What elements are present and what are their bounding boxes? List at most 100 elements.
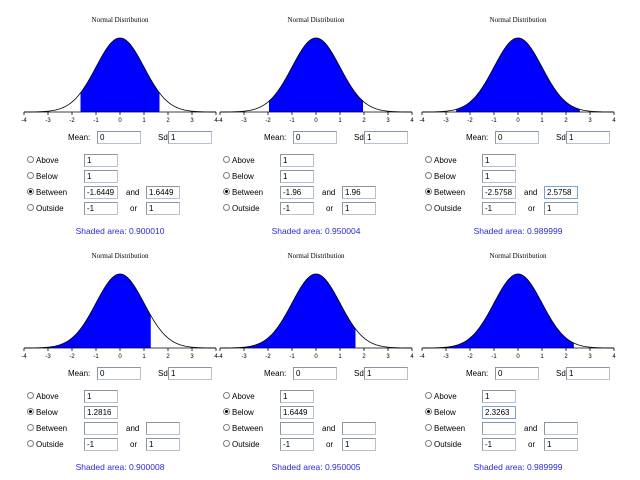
above-radio[interactable] [425, 156, 432, 163]
x-tick-label: -2 [69, 118, 75, 124]
mean-input[interactable]: 0 [495, 131, 539, 144]
between-high-input[interactable]: 1.96 [342, 186, 376, 199]
between-label[interactable]: Between [232, 188, 264, 197]
below-input[interactable]: 2.3263 [482, 406, 516, 419]
below-label[interactable]: Below [434, 408, 456, 417]
sd-input[interactable]: 1 [566, 367, 610, 380]
between-radio[interactable] [223, 424, 230, 431]
below-radio[interactable] [425, 172, 432, 179]
outside-label[interactable]: Outside [36, 440, 64, 449]
outside-label[interactable]: Outside [232, 440, 260, 449]
mean-input[interactable]: 0 [293, 367, 337, 380]
outside-radio[interactable] [223, 204, 230, 211]
below-label[interactable]: Below [232, 172, 254, 181]
between-low-input[interactable]: -2.5758 [482, 186, 516, 199]
between-label[interactable]: Between [434, 424, 466, 433]
outside-low-input[interactable]: -1 [84, 202, 118, 215]
outside-radio[interactable] [27, 204, 34, 211]
outside-high-input[interactable]: 1 [342, 202, 376, 215]
above-input[interactable]: 1 [84, 154, 118, 167]
outside-label[interactable]: Outside [36, 204, 64, 213]
between-radio[interactable] [425, 424, 432, 431]
between-low-input[interactable] [84, 422, 118, 435]
mean-input[interactable]: 0 [495, 367, 539, 380]
outside-radio[interactable] [425, 204, 432, 211]
between-label[interactable]: Between [36, 188, 68, 197]
mean-label: Mean: [264, 369, 287, 378]
sd-input[interactable]: 1 [168, 131, 212, 144]
below-radio[interactable] [27, 172, 34, 179]
between-low-input[interactable] [280, 422, 314, 435]
above-radio[interactable] [223, 156, 230, 163]
between-label[interactable]: Between [434, 188, 466, 197]
between-high-input[interactable] [146, 422, 180, 435]
below-input[interactable]: 1 [482, 170, 516, 183]
outside-high-input[interactable]: 1 [342, 438, 376, 451]
outside-label[interactable]: Outside [434, 204, 462, 213]
above-radio[interactable] [223, 392, 230, 399]
above-label[interactable]: Above [434, 392, 457, 401]
above-label[interactable]: Above [36, 156, 59, 165]
sd-input[interactable]: 1 [168, 367, 212, 380]
outside-radio[interactable] [27, 440, 34, 447]
outside-radio[interactable] [223, 440, 230, 447]
sd-input[interactable]: 1 [364, 131, 408, 144]
outside-high-input[interactable]: 1 [544, 438, 578, 451]
mean-input[interactable]: 0 [97, 367, 141, 380]
above-input[interactable]: 1 [482, 154, 516, 167]
outside-low-input[interactable]: -1 [280, 438, 314, 451]
below-radio[interactable] [425, 408, 432, 415]
between-high-input[interactable] [342, 422, 376, 435]
above-label[interactable]: Above [232, 392, 255, 401]
mean-input[interactable]: 0 [97, 131, 141, 144]
between-radio[interactable] [27, 424, 34, 431]
between-high-input[interactable]: 1.6449 [146, 186, 180, 199]
between-radio[interactable] [223, 188, 230, 195]
sd-input[interactable]: 1 [364, 367, 408, 380]
between-label[interactable]: Between [232, 424, 264, 433]
below-label[interactable]: Below [36, 172, 58, 181]
above-input[interactable]: 1 [482, 390, 516, 403]
outside-label[interactable]: Outside [232, 204, 260, 213]
below-input[interactable]: 1.6449 [280, 406, 314, 419]
outside-low-input[interactable]: -1 [280, 202, 314, 215]
between-label[interactable]: Between [36, 424, 68, 433]
below-input[interactable]: 1 [84, 170, 118, 183]
below-radio[interactable] [27, 408, 34, 415]
above-radio[interactable] [27, 392, 34, 399]
above-radio[interactable] [425, 392, 432, 399]
below-radio[interactable] [223, 172, 230, 179]
outside-low-input[interactable]: -1 [482, 202, 516, 215]
above-radio[interactable] [27, 156, 34, 163]
above-label[interactable]: Above [434, 156, 457, 165]
between-radio[interactable] [27, 188, 34, 195]
between-low-input[interactable] [482, 422, 516, 435]
between-high-input[interactable] [544, 422, 578, 435]
between-high-input[interactable]: 2.5758 [544, 186, 578, 199]
below-input[interactable]: 1 [280, 170, 314, 183]
between-low-input[interactable]: -1.96 [280, 186, 314, 199]
outside-high-input[interactable]: 1 [146, 202, 180, 215]
x-tick-label: -2 [265, 354, 271, 360]
below-input[interactable]: 1.2816 [84, 406, 118, 419]
below-label[interactable]: Below [434, 172, 456, 181]
above-input[interactable]: 1 [280, 154, 314, 167]
above-input[interactable]: 1 [84, 390, 118, 403]
below-radio[interactable] [223, 408, 230, 415]
below-label[interactable]: Below [232, 408, 254, 417]
mean-input[interactable]: 0 [293, 131, 337, 144]
between-radio[interactable] [425, 188, 432, 195]
outside-low-input[interactable]: -1 [482, 438, 516, 451]
outside-high-input[interactable]: 1 [544, 202, 578, 215]
below-label[interactable]: Below [36, 408, 58, 417]
outside-high-input[interactable]: 1 [146, 438, 180, 451]
outside-low-input[interactable]: -1 [84, 438, 118, 451]
sd-input[interactable]: 1 [566, 131, 610, 144]
above-input[interactable]: 1 [280, 390, 314, 403]
outside-label[interactable]: Outside [434, 440, 462, 449]
between-low-input[interactable]: -1.6449 [84, 186, 118, 199]
plot-svg: -4 -3 -2 -1 0 1 2 3 4 [21, 37, 218, 124]
above-label[interactable]: Above [232, 156, 255, 165]
outside-radio[interactable] [425, 440, 432, 447]
above-label[interactable]: Above [36, 392, 59, 401]
